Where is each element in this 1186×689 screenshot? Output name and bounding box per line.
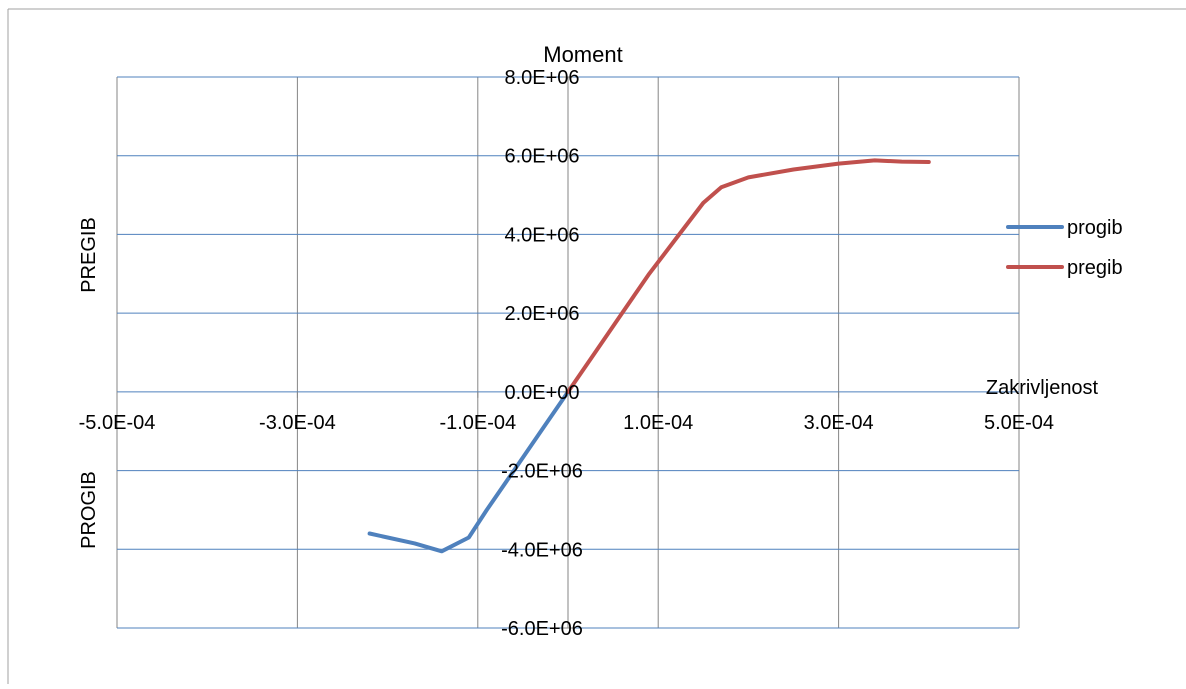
x-tick-label: 5.0E-04 xyxy=(984,412,1054,434)
legend-label-pregib: pregib xyxy=(1067,257,1123,279)
y-tick-label: 2.0E+06 xyxy=(504,303,579,325)
x-tick-label: 3.0E-04 xyxy=(804,412,874,434)
series-layer xyxy=(367,158,931,554)
legend: progib pregib xyxy=(1006,217,1123,279)
y-tick-label: 4.0E+06 xyxy=(504,224,579,246)
y-tick-label: -4.0E+06 xyxy=(501,539,583,561)
series-line-progib xyxy=(367,389,570,554)
series-line-pregib xyxy=(566,158,931,394)
y-axis-label-upper: PREGIB xyxy=(78,217,100,293)
x-axis-label: Zakrivljenost xyxy=(986,377,1099,399)
x-tick-label: -3.0E-04 xyxy=(259,412,336,434)
y-tick-label: -2.0E+06 xyxy=(501,461,583,483)
x-tick-label: -5.0E-04 xyxy=(79,412,156,434)
y-tick-label: 8.0E+06 xyxy=(504,67,579,89)
x-tick-label: -1.0E-04 xyxy=(439,412,516,434)
chart-title: Moment xyxy=(543,42,622,67)
y-tick-label: 0.0E+00 xyxy=(504,382,579,404)
legend-label-progib: progib xyxy=(1067,217,1123,239)
x-tick-label: 1.0E-04 xyxy=(623,412,693,434)
y-tick-label: 6.0E+06 xyxy=(504,146,579,168)
y-axis-label-lower: PROGIB xyxy=(78,471,100,549)
y-tick-label: -6.0E+06 xyxy=(501,618,583,640)
label-layer: 8.0E+06 6.0E+06 4.0E+06 2.0E+06 0.0E+00 -2.0E… xyxy=(79,67,1054,640)
